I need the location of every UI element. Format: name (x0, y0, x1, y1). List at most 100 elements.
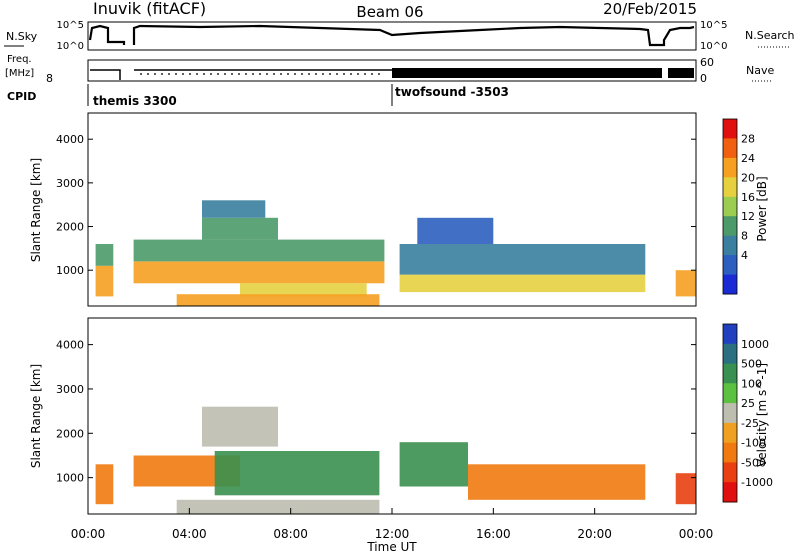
cpid-segment-1: themis 3300 (93, 94, 177, 108)
time-tick-label: 20:00 (577, 527, 612, 541)
velocity-colorbar-swatch (723, 422, 737, 444)
velocity-cell (675, 473, 696, 505)
noise-left-tick-bottom: 10^0 (57, 41, 84, 52)
power-cell (675, 270, 696, 297)
velocity-panel: 1000 2000 3000 4000 Slant Range [km] 1000 50… (29, 317, 773, 515)
velocity-ytick-label: 3000 (56, 383, 84, 396)
power-colorbar-frame (722, 118, 738, 295)
velocity-colorbar-tick: 25 (741, 397, 755, 410)
velocity-colorbar-swatch (723, 482, 737, 503)
power-cell (399, 244, 646, 275)
freq-dense-block-2 (668, 68, 694, 78)
frequency-panel: Freq. [MHz] 8 60 0 Nave (5, 54, 774, 85)
time-axis: 00:00 04:00 08:00 12:00 16:00 20:00 00:00 (71, 508, 714, 541)
power-colorbar-swatch (723, 177, 737, 198)
beam-title: Beam 06 (356, 3, 423, 21)
time-tick-label: 16:00 (476, 527, 511, 541)
cpid-segment-2: twofsound -3503 (395, 85, 509, 99)
power-cell (176, 294, 380, 306)
velocity-colorbar-swatch (723, 442, 737, 463)
time-tick-label: 04:00 (172, 527, 207, 541)
velocity-colorbar-swatch (723, 363, 737, 384)
velocity-colorbar-tick: -100 (741, 437, 766, 450)
velocity-cell (399, 442, 468, 487)
nave-tick-top: 60 (700, 56, 714, 69)
velocity-colorbar-swatch (723, 462, 737, 483)
power-colorbar-swatch (723, 196, 737, 217)
power-cell (202, 200, 266, 218)
noise-right-tick-top: 10^5 (700, 20, 727, 31)
cpid-label: CPID (7, 90, 36, 103)
power-ytick-label: 1000 (56, 264, 84, 277)
velocity-colorbar-swatch (723, 324, 737, 345)
velocity-colorbar-tick: 100 (741, 377, 762, 390)
power-frame (87, 112, 697, 307)
velocity-colorbar-tick: 500 (741, 358, 762, 371)
noise-right-label: N.Search (745, 29, 795, 42)
nave-label: Nave (746, 64, 774, 77)
power-y-ticks: 1000 2000 3000 4000 (56, 133, 696, 277)
power-cell (133, 239, 385, 262)
power-cell (417, 217, 494, 244)
noise-left-label: N.Sky (6, 30, 38, 43)
freq-dense-block (392, 68, 662, 78)
noise-panel: N.Sky 10^5 10^0 10^5 10^0 N.Search (4, 20, 795, 52)
velocity-ytick-label: 4000 (56, 339, 84, 352)
power-colorbar-tick: 12 (741, 210, 755, 223)
power-colorbar-tick: 24 (741, 152, 755, 165)
power-cell (202, 217, 278, 240)
freq-trace-1 (90, 69, 392, 80)
power-colorbar-swatch (723, 138, 737, 159)
velocity-ytick-label: 1000 (56, 472, 84, 485)
velocity-colorbar-label: Velocity [m s^-1] (755, 363, 769, 467)
power-colorbar-swatch (723, 157, 737, 178)
power-heatmap-cells (95, 200, 696, 306)
velocity-cell (202, 406, 278, 447)
power-colorbar-label: Power [dB] (755, 176, 769, 241)
freq-label-1: Freq. (7, 54, 32, 65)
power-colorbar-tick: 20 (741, 171, 755, 184)
power-cell (95, 244, 114, 266)
velocity-y-ticks: 1000 2000 3000 4000 (56, 339, 696, 485)
power-ytick-label: 2000 (56, 221, 84, 234)
velocity-cell (214, 451, 380, 496)
freq-tick: 8 (46, 72, 53, 85)
velocity-ytick-label: 2000 (56, 427, 84, 440)
velocity-colorbar-swatch (723, 343, 737, 365)
site-title: Inuvik (fitACF) (93, 0, 206, 18)
time-tick-label: 00:00 (679, 527, 714, 541)
velocity-colorbar-swatch (723, 383, 737, 404)
cpid-panel: CPID themis 3300 twofsound -3503 (7, 84, 509, 108)
noise-right-tick-bottom: 10^0 (700, 41, 727, 52)
power-ytick-label: 4000 (56, 133, 84, 146)
power-ytick-label: 3000 (56, 177, 84, 190)
velocity-colorbar-swatch (723, 403, 737, 424)
power-cell (133, 261, 385, 284)
power-colorbar-tick: 28 (741, 132, 755, 145)
velocity-colorbar-tick: -1000 (741, 476, 773, 489)
velocity-cell (468, 464, 646, 500)
power-cell (399, 274, 646, 293)
power-colorbar-swatch (723, 255, 737, 275)
power-colorbar-tick: 4 (741, 249, 748, 262)
power-cell (95, 265, 114, 297)
time-axis-label: Time UT (366, 540, 417, 554)
velocity-y-label: Slant Range [km] (29, 364, 43, 468)
velocity-cell (95, 464, 114, 505)
power-colorbar-tick: 16 (741, 191, 755, 204)
freq-label-2: [MHz] (5, 68, 34, 79)
power-colorbar-swatch (723, 274, 737, 295)
power-colorbar-tick: 8 (741, 230, 748, 243)
power-colorbar: 4 8 12 16 20 24 28 (722, 118, 755, 295)
time-tick-label: 08:00 (273, 527, 308, 541)
velocity-heatmap-cells (95, 406, 696, 514)
velocity-cell (176, 499, 380, 514)
power-cell (240, 283, 367, 297)
velocity-colorbar-tick: 1000 (741, 338, 769, 351)
velocity-colorbar-frame (722, 323, 738, 503)
velocity-colorbar-tick: -25 (741, 417, 759, 430)
time-tick-label: 00:00 (71, 527, 106, 541)
date-title: 20/Feb/2015 (603, 0, 697, 18)
